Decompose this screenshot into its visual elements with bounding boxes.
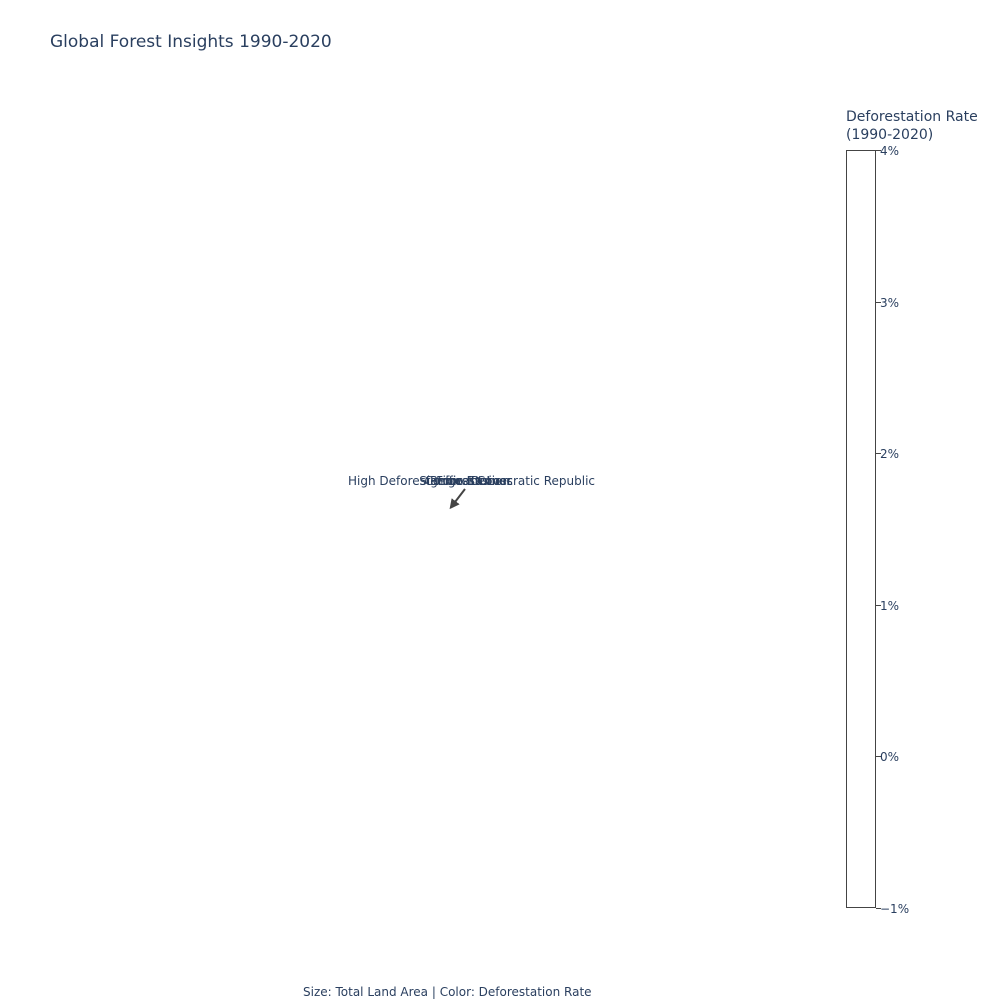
colorbar-tick-label: −1% xyxy=(880,902,910,916)
annotation-arrow xyxy=(449,488,466,510)
colorbar-tickmark xyxy=(876,301,881,303)
annotation-label: High Deforestation xyxy=(348,474,461,488)
colorbar-tick-label: 3% xyxy=(880,295,900,310)
annotation-label: Forest Cover xyxy=(436,474,512,488)
colorbar xyxy=(846,150,876,908)
annotation-label: Reforestation xyxy=(430,474,510,488)
colorbar-tickmark xyxy=(876,150,881,151)
colorbar-tick-label: 0% xyxy=(880,750,900,765)
colorbar-tick-label: 2% xyxy=(880,447,900,462)
colorbar-tickmark xyxy=(876,908,881,909)
colorbar-title-line-2: (1990-2020) xyxy=(846,127,934,143)
colorbar-tickmark xyxy=(876,453,881,455)
chart-title: Global Forest Insights 1990-2020 xyxy=(50,32,332,52)
colorbar-tick-label: 4% xyxy=(880,144,900,158)
annotation-label: Democratic Republic xyxy=(471,474,595,488)
colorbar-tickmark xyxy=(876,604,881,606)
annotation-label: Congo Basin xyxy=(425,474,500,488)
annotation-label: Significant Loss xyxy=(419,474,512,488)
colorbar-title-line-1: Deforestation Rate xyxy=(846,109,978,125)
annotation-texts: High Deforestation Democratic RepublicCon… xyxy=(348,474,595,488)
colorbar-tick-label: 1% xyxy=(880,598,900,613)
colorbar-title: Deforestation Rate (1990-2020) xyxy=(846,108,978,144)
colorbar-tickmark xyxy=(876,756,881,758)
footer-caption: Size: Total Land Area | Color: Deforesta… xyxy=(303,985,592,999)
